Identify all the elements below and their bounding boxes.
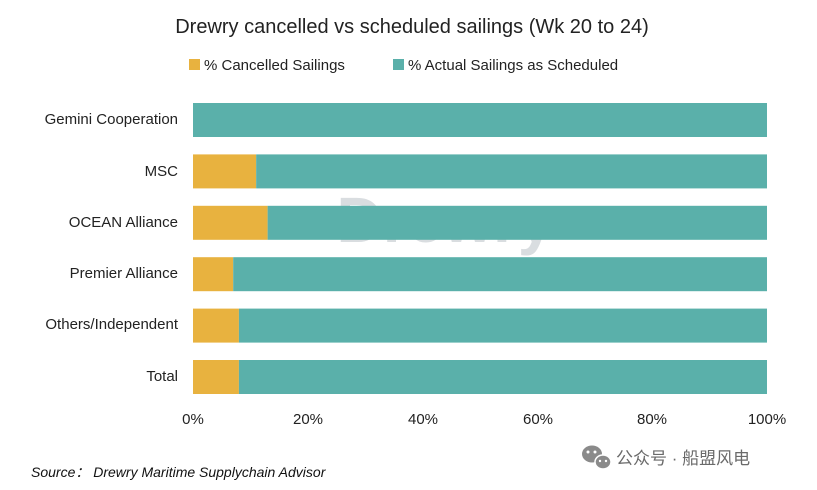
- source-note: Source： Drewry Maritime Supplychain Advi…: [31, 464, 327, 480]
- wechat-badge: 公众号 · 船盟风电: [582, 445, 750, 470]
- bar-cancelled: [193, 308, 239, 343]
- legend-swatch-cancelled: [189, 59, 200, 70]
- category-label: MSC: [145, 163, 179, 180]
- bar-cancelled: [193, 257, 234, 292]
- category-label: OCEAN Alliance: [69, 214, 178, 231]
- category-label: Total: [146, 368, 178, 385]
- bar-cancelled: [193, 205, 268, 240]
- category-label: Premier Alliance: [70, 265, 178, 282]
- x-tick-label: 20%: [293, 411, 323, 428]
- bar-scheduled: [233, 257, 767, 292]
- bar-scheduled: [238, 308, 768, 343]
- x-tick-label: 40%: [408, 411, 438, 428]
- category-label: Gemini Cooperation: [45, 111, 178, 128]
- bar-scheduled: [193, 103, 767, 137]
- bar-cancelled: [193, 360, 239, 394]
- x-tick-label: 60%: [523, 411, 553, 428]
- bars: [193, 103, 768, 394]
- bar-scheduled: [267, 205, 767, 240]
- category-labels: Gemini Cooperation MSC OCEAN Alliance Pr…: [45, 111, 179, 385]
- wechat-icon: [582, 445, 612, 470]
- legend-swatch-scheduled: [393, 59, 404, 70]
- bar-cancelled: [193, 154, 257, 189]
- legend-label-scheduled: % Actual Sailings as Scheduled: [408, 57, 618, 74]
- x-tick-label: 100%: [748, 411, 786, 428]
- bar-scheduled: [256, 154, 767, 189]
- wechat-account-name: 公众号 · 船盟风电: [616, 449, 750, 468]
- chart-title: Drewry cancelled vs scheduled sailings (…: [175, 16, 649, 38]
- category-label: Others/Independent: [45, 316, 178, 333]
- legend-label-cancelled: % Cancelled Sailings: [204, 57, 345, 74]
- legend: % Cancelled Sailings % Actual Sailings a…: [189, 57, 618, 74]
- x-tick-label: 0%: [182, 411, 204, 428]
- x-axis-ticks: 0% 20% 40% 60% 80% 100%: [182, 411, 786, 428]
- x-tick-label: 80%: [637, 411, 667, 428]
- bar-scheduled: [238, 360, 768, 394]
